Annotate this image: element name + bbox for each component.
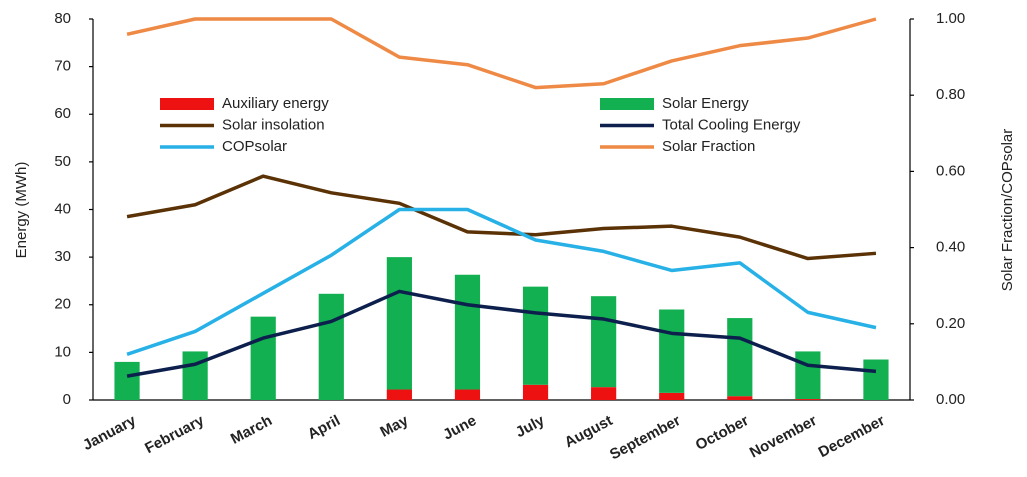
x-tick-label: June [440, 412, 479, 443]
x-tick-label: April [305, 412, 343, 443]
bar-segment [386, 257, 412, 390]
x-tick-label: February [142, 412, 207, 457]
y-tick-label: 30 [54, 248, 71, 265]
legend-label: Solar Energy [662, 95, 749, 112]
bar-segment [659, 392, 685, 400]
y-tick-label: 10 [54, 343, 71, 360]
bar-segment [795, 351, 821, 400]
bar-segment [591, 296, 617, 388]
y-tick-label: 0 [63, 391, 71, 408]
x-tick-label: July [513, 412, 548, 441]
bar-segment [863, 359, 889, 400]
y2-tick-label: 0.80 [936, 86, 965, 103]
legend-swatch [160, 98, 214, 110]
legend-label: Solar Fraction [662, 138, 755, 155]
bar-segment [522, 286, 549, 385]
y-axis-label: Energy (MWh) [13, 162, 30, 259]
line-series [126, 289, 877, 378]
line-series [126, 174, 877, 261]
x-tick-label: September [607, 412, 684, 463]
x-tick-label: May [377, 412, 411, 441]
y-tick-label: 80 [54, 10, 71, 27]
line-series [126, 207, 877, 356]
y2-tick-label: 1.00 [936, 10, 965, 27]
legend-label: Auxiliary energy [222, 95, 329, 112]
y2-axis-label: Solar Fraction/COPsolar [999, 129, 1016, 292]
y-tick-label: 50 [54, 153, 71, 170]
bar-segment [522, 384, 549, 400]
bar-segment [591, 387, 617, 400]
x-tick-label: March [228, 412, 275, 448]
bar-segment [318, 293, 344, 400]
y-tick-label: 20 [54, 296, 71, 313]
y2-tick-label: 0.20 [936, 315, 965, 332]
x-tick-label: August [562, 412, 616, 451]
legend-label: Total Cooling Energy [662, 116, 801, 133]
x-tick-label: October [693, 412, 752, 454]
legend-label: COPsolar [222, 138, 287, 155]
y-tick-label: 60 [54, 105, 71, 122]
y2-tick-label: 0.60 [936, 162, 965, 179]
y2-tick-label: 0.40 [936, 239, 965, 256]
bar-segment [386, 389, 412, 400]
line-series [126, 17, 877, 90]
legend-label: Solar insolation [222, 116, 325, 133]
bar-segment [727, 318, 753, 397]
legend-swatch [600, 98, 654, 110]
bar-segment [454, 274, 481, 390]
x-tick-label: November [747, 412, 820, 462]
bar-segment [182, 351, 208, 400]
bar-segment [659, 309, 685, 393]
y-tick-label: 40 [54, 200, 71, 217]
bar-segment [454, 389, 481, 400]
bar-segment [114, 361, 140, 400]
bar-segment [250, 316, 276, 400]
bar-segment [727, 396, 753, 400]
y2-tick-label: 0.00 [936, 391, 965, 408]
bar-segment [795, 399, 821, 400]
y-tick-label: 70 [54, 58, 71, 75]
x-tick-label: December [816, 412, 888, 461]
x-tick-label: January [80, 412, 139, 454]
